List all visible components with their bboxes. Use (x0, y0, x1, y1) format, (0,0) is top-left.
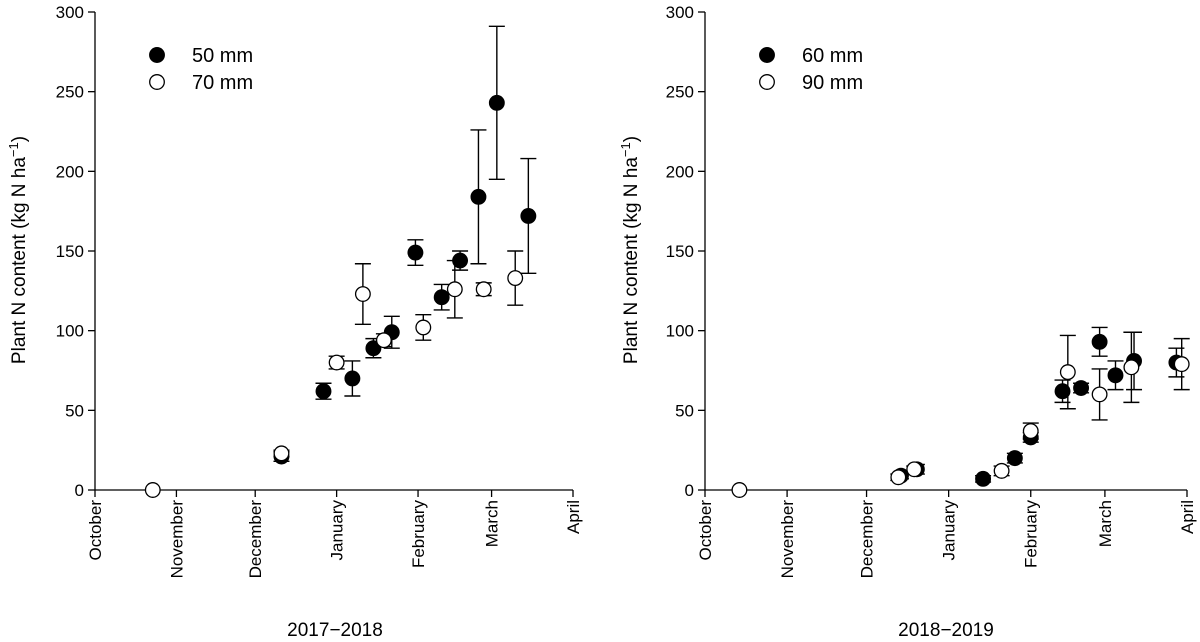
data-point-filled (433, 289, 450, 306)
legend-marker (149, 74, 165, 90)
legend: 50 mm 70 mm (149, 45, 253, 94)
x-tick-label: December (858, 500, 877, 579)
y-tick-label: 300 (666, 3, 694, 22)
x-tick-label: February (1022, 500, 1041, 569)
data-point-filled (1073, 380, 1090, 396)
y-tick-label: 50 (65, 401, 84, 420)
x-axis-title: 2018−2019 (898, 620, 994, 641)
data-point-open (1123, 359, 1140, 376)
chart-panel-2017-2018: Plant N content (kg N ha−1) 2017−2018 0 5… (6, 3, 584, 641)
y-tick-label: 50 (675, 401, 694, 420)
x-tick-label: October (86, 500, 105, 561)
data-point-open (375, 332, 392, 349)
data-point-filled (1006, 450, 1023, 467)
data-point-open (354, 286, 371, 302)
data-point-filled (315, 383, 332, 400)
x-tick-label: March (1096, 500, 1115, 547)
data-point-filled (1107, 367, 1124, 384)
legend-marker (759, 47, 775, 63)
y-tick-label: 250 (56, 83, 84, 102)
plot-area: 0 50 100 150 200 250 300 October November Decembe… (56, 3, 583, 578)
data-point-open (475, 281, 492, 298)
y-tick-label: 0 (75, 481, 84, 500)
data-point-open (906, 461, 923, 478)
legend-label: 60 mm (802, 45, 863, 67)
data-point-open (273, 445, 290, 462)
y-tick-label: 100 (666, 322, 694, 341)
y-tick-label: 0 (685, 481, 694, 500)
data-point-filled (520, 207, 537, 224)
data-point-open (1173, 356, 1190, 373)
y-axis-title: Plant N content (kg N ha−1) (6, 136, 31, 364)
y-tick-label: 200 (56, 162, 84, 181)
data-point-open (144, 482, 161, 498)
data-point-filled (975, 470, 992, 487)
data-point-filled (365, 340, 382, 357)
x-tick-label: April (564, 500, 583, 534)
legend-marker (149, 47, 165, 63)
y-tick-label: 100 (56, 322, 84, 341)
data-point-filled (344, 370, 361, 387)
x-tick-label: December (246, 500, 265, 579)
y-tick-label: 300 (56, 3, 84, 22)
x-tick-label: November (167, 500, 186, 579)
data-point-filled (1091, 333, 1108, 350)
data-point-filled (1054, 383, 1071, 400)
y-tick-label: 250 (666, 83, 694, 102)
x-tick-label: January (328, 500, 347, 561)
chart-panel-2018-2019: Plant N content (kg N ha−1) 2018−2019 0 5… (618, 3, 1198, 641)
data-point-filled (470, 188, 487, 205)
x-tick-label: February (409, 500, 428, 569)
y-axis-title: Plant N content (kg N ha−1) (618, 136, 643, 364)
legend-marker (759, 74, 775, 90)
y-tick-label: 200 (666, 162, 694, 181)
data-point-open (1059, 364, 1076, 381)
data-point-open (731, 482, 748, 498)
data-point-open (507, 270, 524, 287)
data-point-open (446, 281, 463, 298)
data-point-open (1091, 386, 1108, 403)
data-point-filled (407, 244, 424, 261)
data-point-filled (488, 94, 505, 111)
x-tick-label: November (778, 500, 797, 579)
data-point-open (328, 354, 345, 371)
y-tick-label: 150 (666, 242, 694, 261)
data-point-open (1022, 423, 1039, 439)
legend: 60 mm 90 mm (759, 45, 863, 94)
plot-area: 0 50 100 150 200 250 300 October November Decembe… (666, 3, 1197, 578)
x-tick-label: March (483, 500, 502, 547)
legend-label: 90 mm (802, 72, 863, 94)
data-point-open (415, 319, 432, 336)
data-point-open (993, 462, 1010, 479)
legend-label: 70 mm (192, 72, 253, 94)
x-tick-label: January (940, 500, 959, 561)
x-axis-title: 2017−2018 (287, 620, 383, 641)
data-point-open (890, 469, 907, 486)
legend-label: 50 mm (192, 45, 253, 67)
y-tick-label: 150 (56, 242, 84, 261)
x-tick-label: April (1178, 500, 1197, 534)
x-tick-label: October (696, 500, 715, 561)
